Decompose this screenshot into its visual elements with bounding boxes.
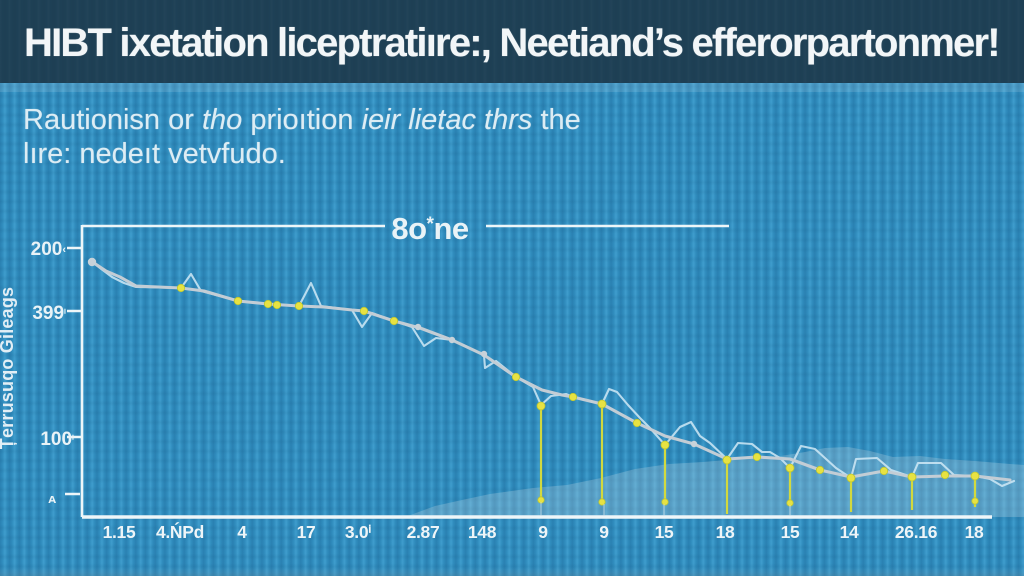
svg-text:ᴀ: ᴀ xyxy=(48,491,56,506)
svg-text:8o*ne: 8o*ne xyxy=(391,211,469,246)
svg-text:9: 9 xyxy=(538,522,548,542)
svg-text:9: 9 xyxy=(599,522,609,542)
svg-text:18: 18 xyxy=(716,522,735,542)
svg-text:Țerrusuqo Ĝileags: Țerrusuqo Ĝileags xyxy=(0,287,17,449)
svg-text:4: 4 xyxy=(237,522,247,542)
svg-text:18: 18 xyxy=(965,522,984,542)
svg-text:4.ŃPd: 4.ŃPd xyxy=(156,521,204,542)
svg-text:3.0ⁱ: 3.0ⁱ xyxy=(345,522,371,542)
svg-text:17: 17 xyxy=(297,522,316,542)
svg-text:2.87: 2.87 xyxy=(407,522,440,542)
svg-text:15: 15 xyxy=(781,522,800,542)
svg-text:1.15: 1.15 xyxy=(103,522,136,542)
svg-text:399ⁱ: 399ⁱ xyxy=(32,303,66,324)
svg-text:26.16: 26.16 xyxy=(895,522,938,542)
svg-text:148: 148 xyxy=(468,522,497,542)
svg-text:15: 15 xyxy=(655,522,674,542)
svg-text:200‹: 200‹ xyxy=(31,239,67,260)
svg-text:100ⁱ: 100ⁱ xyxy=(40,429,74,450)
svg-text:14: 14 xyxy=(840,522,859,542)
